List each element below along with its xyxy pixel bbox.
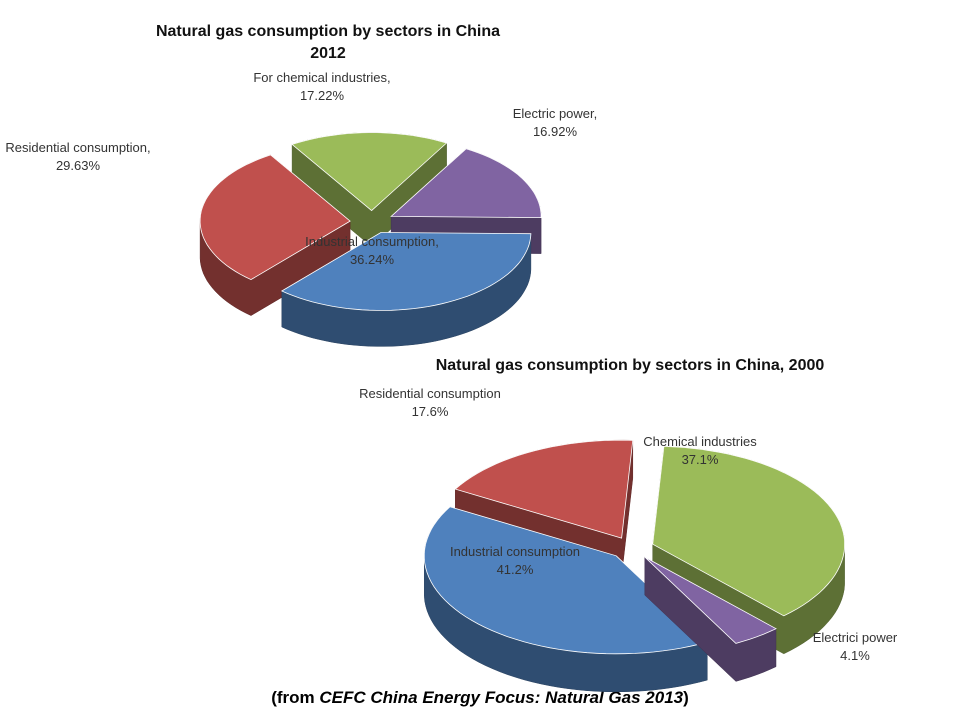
value-label: 16.92% — [533, 124, 578, 139]
data-label: Chemical industries 37.1% — [643, 434, 757, 467]
category-label: Industrial consumption, — [305, 234, 439, 249]
caption-suffix: ) — [683, 688, 689, 707]
chart-title: Natural gas consumption by sectors in Ch… — [156, 23, 500, 40]
category-label: Residential consumption — [359, 386, 501, 401]
data-label: Industrial consumption, 36.24% — [305, 234, 439, 267]
chart-title: Natural gas consumption by sectors in Ch… — [436, 357, 825, 374]
data-label: Electrici power 4.1% — [813, 630, 898, 663]
caption-source: CEFC China Energy Focus: Natural Gas 201… — [319, 688, 683, 707]
category-label: Electrici power — [813, 630, 898, 645]
slice — [423, 506, 709, 655]
slice — [644, 556, 777, 644]
data-label: Industrial consumption 41.2% — [450, 544, 580, 577]
value-label: 17.6% — [412, 404, 449, 419]
category-label: For chemical industries, — [253, 70, 390, 85]
data-label: For chemical industries, 17.22% — [253, 70, 390, 103]
category-label: Electric power, — [513, 106, 598, 121]
caption: (from CEFC China Energy Focus: Natural G… — [271, 688, 689, 707]
category-label: Chemical industries — [643, 434, 757, 449]
chart-subtitle: 2012 — [310, 45, 346, 62]
value-label: 41.2% — [497, 562, 534, 577]
data-label: Electric power, 16.92% — [513, 106, 598, 139]
caption-prefix: (from — [271, 688, 319, 707]
slice — [390, 148, 542, 219]
category-label: Industrial consumption — [450, 544, 580, 559]
value-label: 4.1% — [840, 648, 870, 663]
slice — [280, 232, 532, 311]
value-label: 36.24% — [350, 252, 395, 267]
value-label: 29.63% — [56, 158, 101, 173]
slice — [652, 445, 845, 617]
data-label: Residential consumption, 29.63% — [5, 140, 150, 173]
category-label: Residential consumption, — [5, 140, 150, 155]
value-label: 37.1% — [682, 452, 719, 467]
slice — [454, 439, 634, 539]
value-label: 17.22% — [300, 88, 345, 103]
data-label: Residential consumption 17.6% — [359, 386, 501, 419]
slice — [199, 154, 351, 281]
slice — [291, 132, 448, 212]
